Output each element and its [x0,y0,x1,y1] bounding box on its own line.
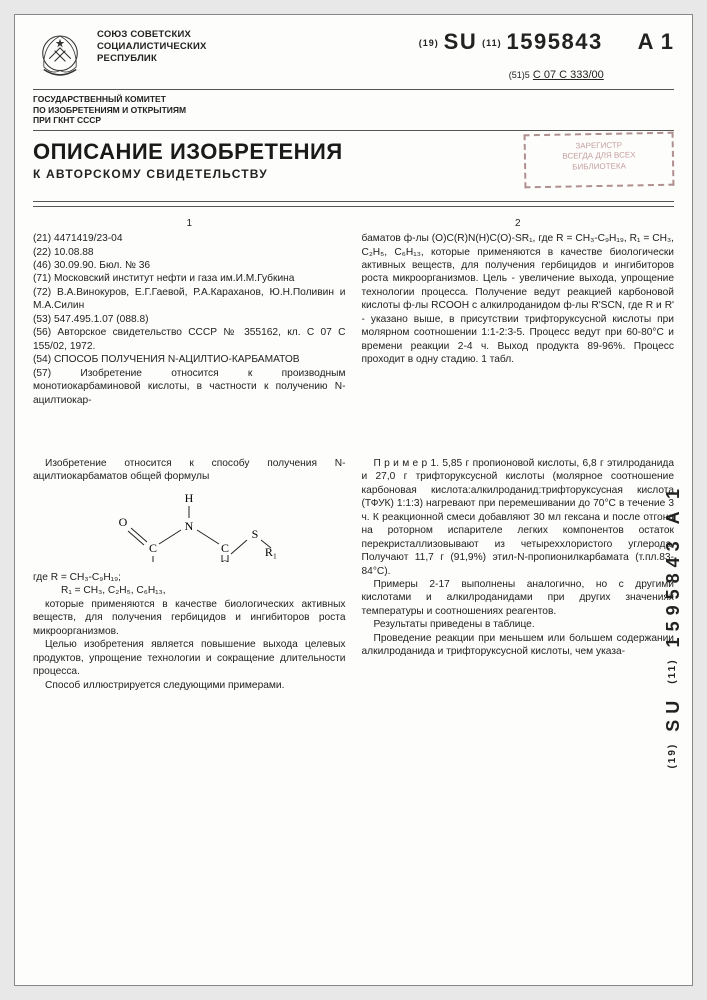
group-r: R [150,561,158,562]
title-row: ОПИСАНИЕ ИЗОБРЕТЕНИЯ К АВТОРСКОМУ СВИДЕТ… [15,139,692,193]
atom-s: S [252,527,259,541]
field-51: (51)5 [509,70,530,80]
body-col-2: П р и м е р 1. 5,85 г пропионовой кислот… [362,457,675,692]
chemical-formula: H N C C O S R₁ R [33,490,346,565]
intro-paragraph: Изобретение относится к способу получени… [33,457,346,484]
union-line: СОЦИАЛИСТИЧЕСКИХ [97,41,207,53]
body-paragraph: Способ иллюстрируется следующими примера… [33,679,346,692]
col-number: 2 [362,217,675,230]
field-11: (11) [482,38,502,48]
body-paragraph: Целью изобретения является повышение вых… [33,638,346,678]
pub-number: 1595843 [507,29,603,54]
committee-line: ПО ИЗОБРЕТЕНИЯМ И ОТКРЫТИЯМ [33,105,674,116]
patent-page: СОЮЗ СОВЕТСКИХ СОЦИАЛИСТИЧЕСКИХ РЕСПУБЛИ… [14,14,693,986]
atom-o: O [119,515,128,529]
union-name: СОЮЗ СОВЕТСКИХ СОЦИАЛИСТИЧЕСКИХ РЕСПУБЛИ… [97,29,207,65]
top-header: СОЮЗ СОВЕТСКИХ СОЦИАЛИСТИЧЕСКИХ РЕСПУБЛИ… [15,15,692,83]
field-21: (21) 4471419/23-04 [33,232,346,245]
divider [33,206,674,207]
divider [33,201,674,202]
abstract-col-2: 2 баматов ф-лы (O)C(R)N(H)C(O)-SR₁, где … [362,217,675,407]
field-72: (72) В.А.Винокуров, Е.Г.Гаевой, Р.А.Кара… [33,286,346,313]
examples-2-17: Примеры 2-17 выполнены аналогично, но с … [362,578,675,618]
document-title: ОПИСАНИЕ ИЗОБРЕТЕНИЯ [33,139,524,165]
atom-h: H [185,491,194,505]
atom-n: N [185,519,194,533]
abstract-text: баматов ф-лы (O)C(R)N(H)C(O)-SR₁, где R … [362,232,675,367]
field-56: (56) Авторское свидетельство СССР № 3551… [33,326,346,353]
abstract-col-1: 1 (21) 4471419/23-04 (22) 10.08.88 (46) … [33,217,346,407]
atom-c: C [221,541,229,555]
field-54: (54) СПОСОБ ПОЛУЧЕНИЯ N-АЦИЛТИО-КАРБАМАТ… [33,353,346,366]
committee-line: ПРИ ГКНТ СССР [33,115,674,126]
field-19: (19) [419,38,439,48]
ipc-code: C 07 C 333/00 [533,69,604,81]
union-line: СОЮЗ СОВЕТСКИХ [97,29,207,41]
abstract-columns: 1 (21) 4471419/23-04 (22) 10.08.88 (46) … [15,217,692,407]
field-53: (53) 547.495.1.07 (088.8) [33,313,346,326]
state-emblem [33,29,87,83]
side-cc: SU [663,695,683,732]
body-columns: Изобретение относится к способу получени… [15,457,692,692]
field-46: (46) 30.09.90. Бюл. № 36 [33,259,346,272]
results-note: Результаты приведены в таблице. [362,618,675,631]
committee-block: ГОСУДАРСТВЕННЫЙ КОМИТЕТ ПО ИЗОБРЕТЕНИЯМ … [15,90,692,126]
library-stamp: ЗАРЕГИСТР ВСЕГДА ДЛЯ ВСЕХ БИБЛИОТЕКА [524,132,675,189]
side-11: (11) [667,658,678,683]
body-paragraph: которые применяются в качестве биологиче… [33,598,346,638]
side-number: 1595843 [663,535,683,647]
side-19: (19) [667,743,678,769]
body-col-1: Изобретение относится к способу получени… [33,457,346,692]
field-57: (57) Изобретение относится к производным… [33,367,346,407]
publication-codes: (19) SU (11) 1595843 A 1 (51)5 C 07 C 33… [419,29,674,81]
section-gap [15,407,692,457]
body-paragraph: Проведение реакции при меньшем или больш… [362,632,675,659]
atom-c: C [149,541,157,555]
side-kind: A 1 [663,485,683,524]
field-71: (71) Московский институт нефти и газа им… [33,272,346,285]
where-r: где R = CH₃-C₉H₁₉; [33,571,346,584]
divider [33,130,674,131]
document-subtitle: К АВТОРСКОМУ СВИДЕТЕЛЬСТВУ [33,167,524,181]
side-pub-label: (19) SU (11) 1595843 A 1 [663,485,684,769]
kind-code: A 1 [638,29,674,54]
col-number: 1 [33,217,346,230]
field-22: (22) 10.08.88 [33,246,346,259]
committee-line: ГОСУДАРСТВЕННЫЙ КОМИТЕТ [33,94,674,105]
example-1: П р и м е р 1. 5,85 г пропионовой кислот… [362,457,675,578]
stamp-line: БИБЛИОТЕКА [530,160,668,173]
group-r1: R₁ [265,545,277,559]
where-r1: R₁ = CH₃, C₂H₅, C₆H₁₃, [33,584,346,597]
union-line: РЕСПУБЛИК [97,53,207,65]
country-code: SU [444,29,478,54]
